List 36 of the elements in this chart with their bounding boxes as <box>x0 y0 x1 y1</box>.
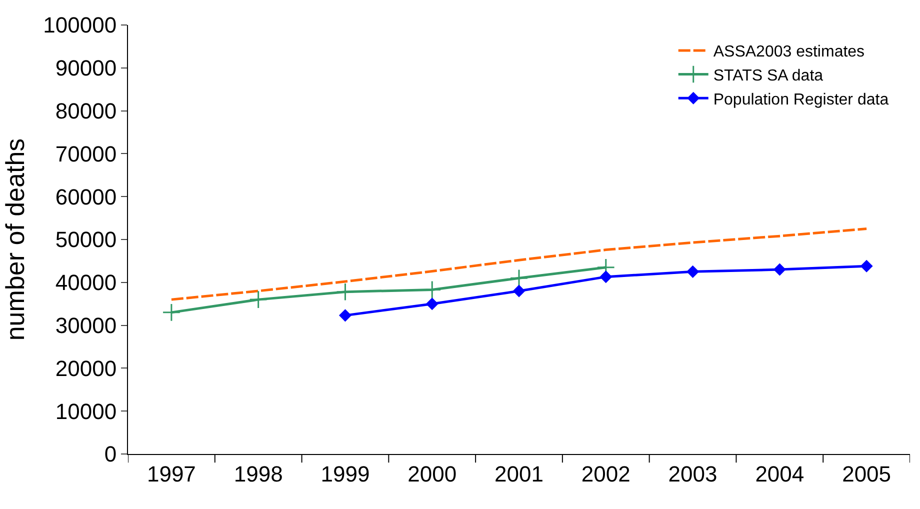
y-tick-label: 80000 <box>55 98 117 124</box>
point <box>860 260 873 272</box>
y-tick-label: 100000 <box>43 12 117 38</box>
point <box>600 270 612 283</box>
y-tick-label: 40000 <box>55 270 117 296</box>
x-tick-label: 2001 <box>494 461 544 486</box>
x-tick-label: 2003 <box>668 461 718 486</box>
point <box>162 303 181 322</box>
point <box>686 266 699 278</box>
y-tick-label: 60000 <box>55 184 117 210</box>
point <box>510 268 528 288</box>
x-tick-label: 1999 <box>320 461 370 486</box>
y-tick-label: 70000 <box>55 141 117 166</box>
point <box>336 282 354 301</box>
x-tick-label: 1997 <box>146 461 196 486</box>
y-tick-label: 50000 <box>55 227 117 252</box>
x-tick-label: 2004 <box>755 461 804 486</box>
legend-label: STATS SA data <box>713 68 824 85</box>
line-series <box>170 228 868 301</box>
y-tick-label: 0 <box>104 442 117 467</box>
y-tick-label: 30000 <box>55 313 117 338</box>
legend-label: ASSA2003 estimates <box>713 44 865 61</box>
legend-label: Population Register data <box>713 91 889 108</box>
x-tick-label: 2000 <box>408 461 457 486</box>
point <box>339 309 352 322</box>
x-tick-label: 1998 <box>234 461 283 486</box>
point <box>513 285 525 297</box>
y-tick-label: 20000 <box>55 356 117 381</box>
x-tick-label: 2002 <box>581 461 630 486</box>
y-axis-title: number of deaths <box>0 138 30 341</box>
point <box>774 264 786 276</box>
point <box>426 298 438 310</box>
y-tick-label: 10000 <box>55 398 117 424</box>
point <box>249 290 268 309</box>
x-tick-label: 2005 <box>842 461 892 486</box>
y-tick-label: 90000 <box>55 56 117 81</box>
